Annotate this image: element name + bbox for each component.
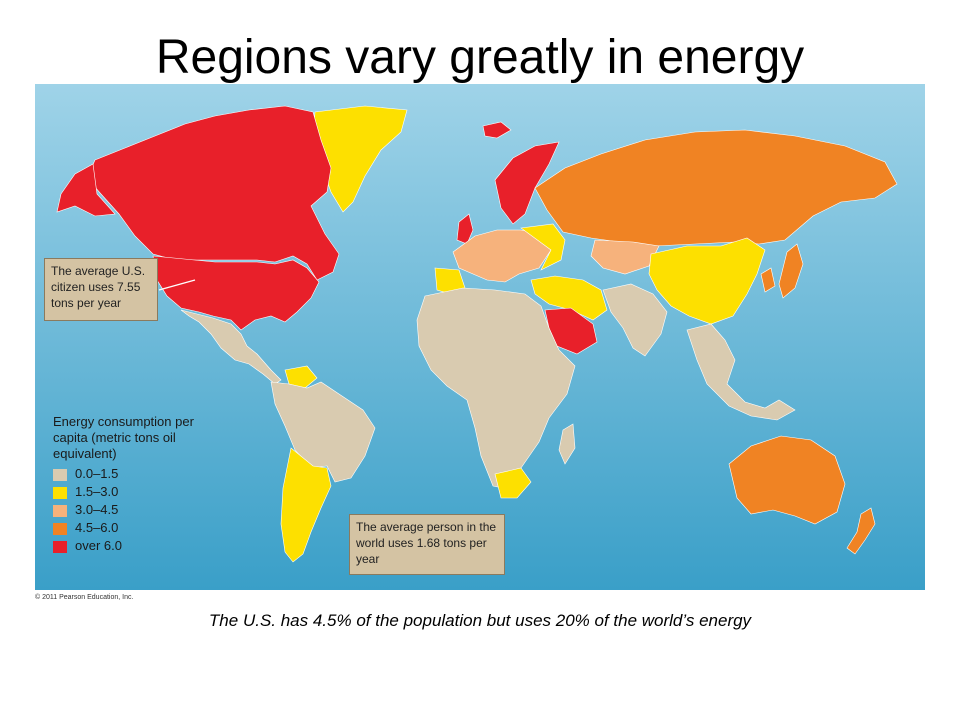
region-africa <box>416 287 576 489</box>
legend-title: Energy consumption per capita (metric to… <box>53 414 194 461</box>
legend-swatch <box>53 486 67 499</box>
callout-pointer <box>158 279 196 291</box>
legend-swatch <box>53 504 67 517</box>
region-iceland <box>482 121 512 139</box>
copyright: © 2011 Pearson Education, Inc. <box>35 594 134 601</box>
legend-label: 3.0–4.5 <box>75 502 119 517</box>
slide-title: Regions vary greatly in energy <box>155 31 805 84</box>
legend-swatch <box>53 468 67 481</box>
slide-caption: The U.S. has 4.5% of the population but … <box>208 611 752 630</box>
region-new-zealand <box>846 507 876 555</box>
callout-us-average: The average U.S. citizen uses 7.55 tons … <box>44 258 158 321</box>
region-canada <box>86 105 340 281</box>
region-venezuela <box>284 365 318 389</box>
region-south-america <box>270 381 376 483</box>
energy-consumption-map: The average U.S. citizen uses 7.55 tons … <box>35 84 925 590</box>
region-madagascar <box>558 423 576 465</box>
region-central-asia <box>590 239 660 275</box>
legend-label: 1.5–3.0 <box>75 484 119 499</box>
region-china <box>648 237 766 325</box>
region-alaska <box>56 163 116 217</box>
region-south-asia <box>602 283 668 357</box>
region-middle-east <box>530 275 608 321</box>
region-scandinavia <box>494 141 560 225</box>
region-usa <box>152 255 320 331</box>
region-western-europe <box>452 229 552 283</box>
legend-label: over 6.0 <box>75 538 122 553</box>
legend-item: 3.0–4.5 <box>53 502 118 518</box>
region-eastern-europe <box>520 223 566 271</box>
region-southeast-asia <box>686 323 796 421</box>
region-korea <box>760 267 776 293</box>
legend-item: 1.5–3.0 <box>53 484 118 500</box>
legend-swatch <box>53 522 67 535</box>
region-uk <box>456 213 474 245</box>
region-japan <box>778 243 804 299</box>
region-argentina-chile <box>280 447 332 563</box>
legend-item: 0.0–1.5 <box>53 466 118 482</box>
world-map <box>35 84 925 590</box>
region-south-africa <box>494 467 532 499</box>
legend-label: 4.5–6.0 <box>75 520 119 535</box>
legend-item: 4.5–6.0 <box>53 520 118 536</box>
legend-swatch <box>53 540 67 553</box>
region-australia <box>728 435 846 525</box>
legend-item: over 6.0 <box>53 538 122 554</box>
legend-label: 0.0–1.5 <box>75 466 119 481</box>
callout-world-average: The average person in the world uses 1.6… <box>349 514 505 575</box>
